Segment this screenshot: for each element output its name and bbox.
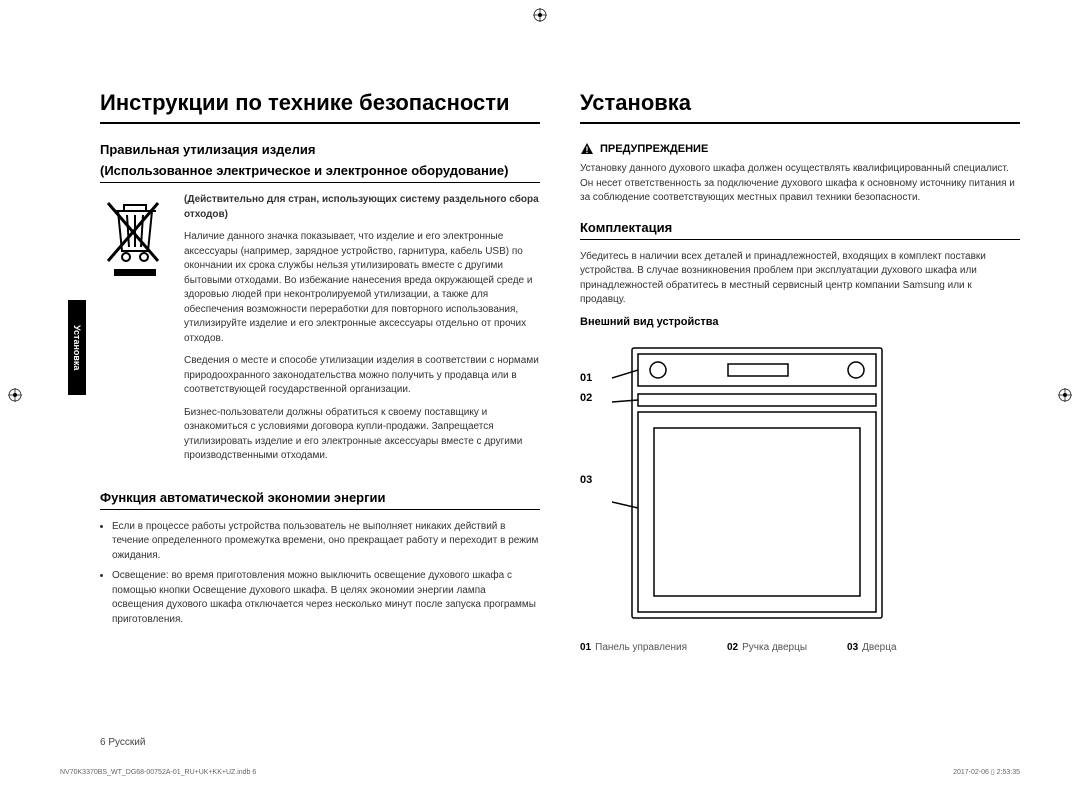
registration-mark-top [533, 8, 547, 22]
right-column: Установка ! ПРЕДУПРЕЖДЕНИЕ Установку дан… [580, 90, 1020, 750]
oven-callout-labels: 01 02 03 [580, 338, 592, 628]
svg-text:!: ! [586, 145, 589, 155]
appearance-heading: Внешний вид устройства [580, 316, 1020, 328]
side-tab: Установка [68, 300, 86, 395]
registration-mark-left [8, 388, 22, 402]
disposal-heading-a: Правильная утилизация изделия [100, 142, 540, 157]
footer-filename: NV70K3370BS_WT_DG68-00752A-01_RU+UK+KK+U… [60, 769, 256, 776]
callout-01: 01 [580, 372, 592, 384]
safety-heading: Инструкции по технике безопасности [100, 90, 540, 124]
legend-item: 02Ручка дверцы [727, 642, 807, 653]
warning-icon: ! [580, 142, 594, 156]
callout-03: 03 [580, 474, 592, 486]
energy-bullets: Если в процессе работы устройства пользо… [100, 520, 540, 628]
disposal-p2: Сведения о месте и способе утилизации из… [184, 354, 540, 398]
registration-mark-right [1058, 388, 1072, 402]
warning-label: ПРЕДУПРЕЖДЕНИЕ [600, 143, 708, 155]
footer-timestamp: 2017-02-06 ▯ 2:53:35 [953, 768, 1020, 776]
oven-diagram [612, 338, 902, 628]
warning-row: ! ПРЕДУПРЕЖДЕНИЕ [580, 142, 1020, 156]
left-column: Инструкции по технике безопасности Прави… [100, 90, 540, 750]
legend-item: 01Панель управления [580, 642, 687, 653]
energy-bullet: Освещение: во время приготовления можно … [112, 569, 540, 627]
disposal-text-block: (Действительно для стран, использующих с… [184, 193, 540, 472]
package-text: Убедитесь в наличии всех деталей и прина… [580, 250, 1020, 308]
warning-text: Установку данного духового шкафа должен … [580, 162, 1020, 206]
callout-02: 02 [580, 392, 592, 404]
disposal-bold: (Действительно для стран, использующих с… [184, 194, 539, 220]
energy-bullet: Если в процессе работы устройства пользо… [112, 520, 540, 564]
disposal-heading-b: (Использованное электрическое и электрон… [100, 163, 540, 183]
package-heading: Комплектация [580, 220, 1020, 240]
disposal-p1: Наличие данного значка показывает, что и… [184, 230, 540, 346]
legend-item: 03Дверца [847, 642, 897, 653]
install-heading: Установка [580, 90, 1020, 124]
weee-bin-icon [100, 193, 170, 472]
energy-heading: Функция автоматической экономии энергии [100, 490, 540, 510]
oven-legend: 01Панель управления 02Ручка дверцы 03Две… [580, 642, 1020, 653]
page-number: 6 Русский [100, 737, 145, 748]
oven-diagram-block: 01 02 03 [580, 338, 1020, 628]
disposal-p3: Бизнес-пользователи должны обратиться к … [184, 406, 540, 464]
